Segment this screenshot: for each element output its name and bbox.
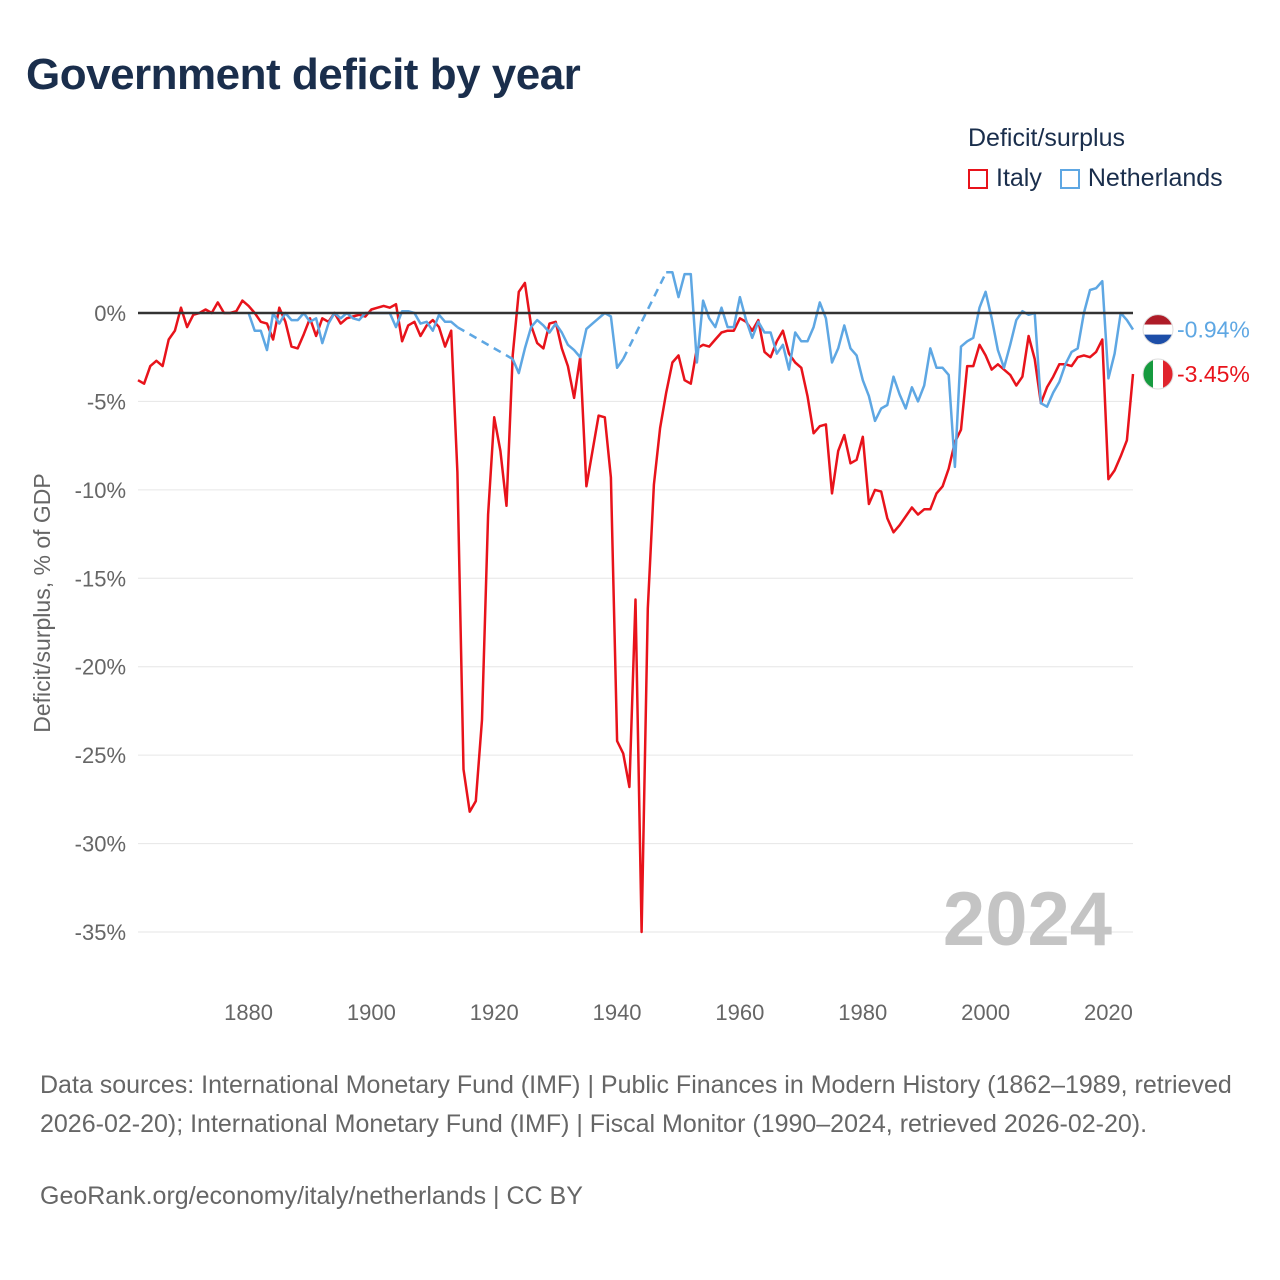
flag-stripe [1153, 359, 1163, 390]
y-tick-label: -10% [75, 478, 126, 503]
source-note: Data sources: International Monetary Fun… [40, 1071, 1232, 1138]
series-netherlands [247, 271, 1135, 469]
flag-stripe [1143, 334, 1173, 345]
x-tick-label: 1880 [224, 1000, 273, 1025]
series-line [247, 309, 459, 352]
chart-title: Government deficit by year [26, 50, 581, 99]
series-gap-line [456, 326, 514, 361]
y-tick-label: -35% [75, 920, 126, 945]
legend: Italy Netherlands [968, 164, 1241, 193]
legend-title: Deficit/surplus [968, 124, 1125, 152]
flag-stripe [1143, 359, 1153, 390]
x-tick-label: 1940 [593, 1000, 642, 1025]
x-tick-label: 1960 [715, 1000, 764, 1025]
series-line [137, 281, 1135, 934]
flag-stripe [1143, 324, 1173, 335]
year-watermark: 2024 [943, 877, 1112, 962]
credit-note[interactable]: GeoRank.org/economy/italy/netherlands | … [40, 1182, 583, 1210]
chart-plot: 0% -5% -10% -15% -20% -25% -30% -35% 1880 1900 192… [29, 271, 1250, 1025]
y-tick-label: -25% [75, 743, 126, 768]
flag-border [1142, 358, 1174, 390]
legend-label-italy: Italy [996, 164, 1042, 192]
series-italy [137, 281, 1135, 934]
y-tick-label: -20% [75, 655, 126, 680]
end-value-label: -3.45% [1177, 361, 1250, 387]
legend-swatch-netherlands [1059, 168, 1080, 189]
y-tick-label: -5% [87, 389, 126, 414]
series-gap-line [622, 271, 668, 360]
y-tick-label: -30% [75, 832, 126, 857]
legend-item-italy[interactable]: Italy [968, 164, 1042, 193]
x-tick-label: 1900 [347, 1000, 396, 1025]
legend-item-netherlands[interactable]: Netherlands [1059, 164, 1223, 193]
series-line [666, 271, 1135, 469]
flag-border [1142, 314, 1174, 346]
legend-swatch-italy [968, 168, 988, 189]
y-axis-label: Deficit/surplus, % of GDP [29, 473, 55, 732]
x-tick-label: 2020 [1084, 1000, 1133, 1025]
flag-stripe [1143, 314, 1173, 325]
y-tick-label: 0% [94, 301, 126, 326]
end-value-label: -0.94% [1177, 317, 1250, 343]
x-tick-label: 2000 [961, 1000, 1010, 1025]
x-tick-label: 1980 [838, 1000, 887, 1025]
legend-label-netherlands: Netherlands [1087, 164, 1223, 192]
y-tick-label: -15% [75, 566, 126, 591]
flag-stripe [1163, 359, 1173, 390]
netherlands-flag-icon [1143, 314, 1173, 345]
x-tick-label: 1920 [470, 1000, 519, 1025]
italy-flag-icon [1143, 359, 1173, 390]
